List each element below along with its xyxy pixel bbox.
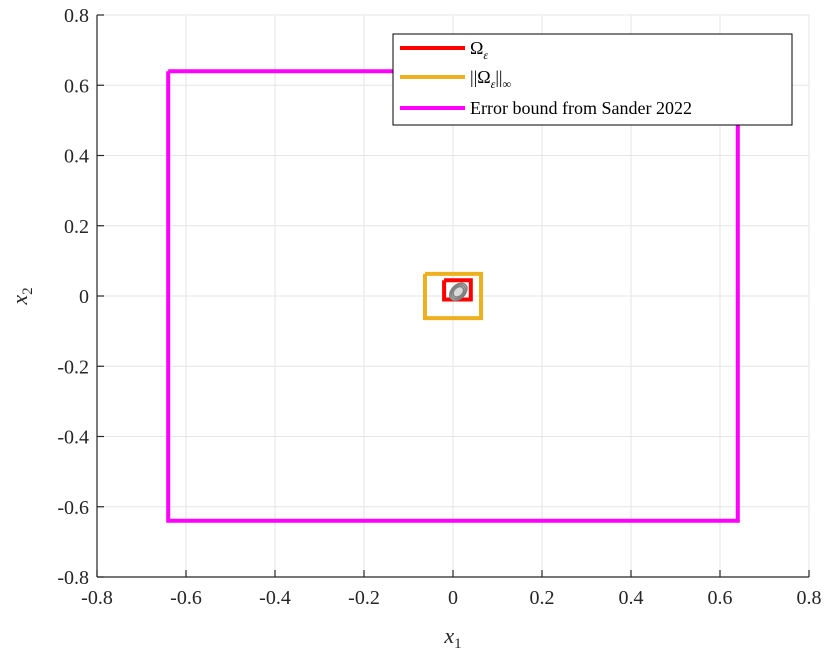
series-omega-eps	[442, 278, 473, 302]
y-tick-label: 0.2	[64, 216, 89, 238]
x-tick-label: -0.4	[259, 587, 291, 609]
ticks: -0.8 -0.6 -0.4 -0.2 0 0.2 0.4 0.6 0.8 0.8 0.6 0.4 0.…	[57, 5, 821, 609]
x-tick-label: -0.2	[348, 587, 380, 609]
x-tick-label: 0	[448, 587, 458, 609]
y-tick-label: 0.4	[64, 146, 89, 168]
y-tick-label: 0.6	[64, 75, 89, 97]
x-tick-label: 0.4	[619, 587, 644, 609]
y-tick-label: 0.8	[64, 5, 89, 27]
x-tick-label: -0.6	[170, 587, 202, 609]
y-tick-label: -0.8	[57, 567, 89, 589]
x-tick-label: 0.2	[530, 587, 555, 609]
legend: Ωε ||Ωε||∞ Error bound from Sander 2022	[392, 33, 793, 126]
y-axis-title: x2	[7, 287, 36, 305]
y-tick-label: -0.4	[57, 427, 89, 449]
series-omega-eps-inf	[422, 271, 484, 321]
inner-level-curves	[449, 282, 468, 302]
x-tick-label: 0.8	[797, 587, 822, 609]
legend-label-error-bound: Error bound from Sander 2022	[470, 98, 692, 118]
level-curve	[452, 285, 465, 298]
y-tick-label: -0.2	[57, 356, 89, 378]
legend-label-omega-inf: ||Ωε||∞	[470, 67, 512, 91]
legend-label-omega: Ωε	[470, 38, 488, 62]
level-curve	[450, 284, 466, 300]
y-tick-label: 0	[79, 286, 89, 308]
y-tick-label: -0.6	[57, 497, 89, 519]
x-axis-title: x1	[443, 623, 461, 651]
x-tick-label: 0.6	[708, 587, 733, 609]
x-tick-label: -0.8	[81, 587, 113, 609]
